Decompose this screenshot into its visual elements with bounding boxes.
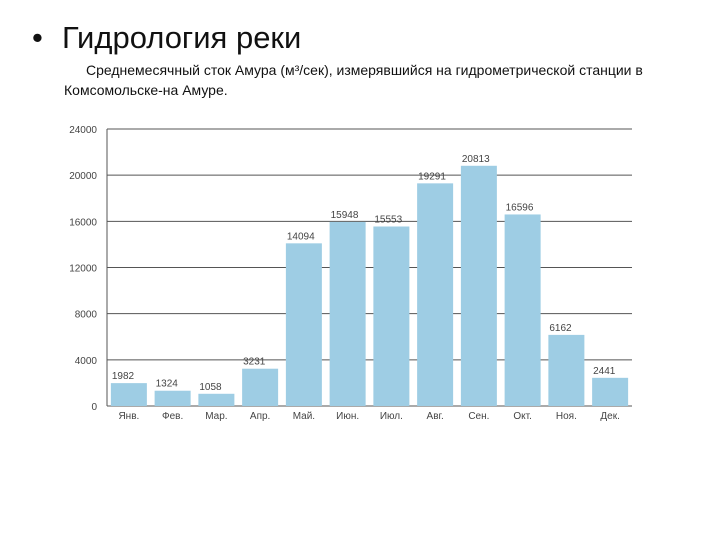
slide-title: • Гидрология реки — [32, 18, 301, 58]
y-tick-label: 20000 — [69, 171, 97, 182]
bar — [548, 334, 585, 406]
y-tick-label: 0 — [91, 402, 97, 413]
bar-value-label: 15948 — [331, 210, 359, 221]
bar — [198, 393, 235, 406]
bar — [242, 368, 279, 406]
bar — [110, 383, 147, 406]
y-tick-label: 4000 — [75, 356, 98, 367]
bar — [373, 226, 410, 406]
bar-value-label: 16596 — [506, 202, 534, 213]
bar — [154, 390, 191, 406]
bar-value-label: 6162 — [549, 323, 572, 334]
bar-value-label: 2441 — [593, 366, 616, 377]
bar-value-label: 15553 — [374, 214, 402, 225]
x-tick-label: Ноя. — [556, 411, 577, 422]
bar-value-label: 3231 — [243, 357, 266, 368]
x-tick-label: Дек. — [600, 411, 620, 422]
bar-value-label: 1058 — [199, 382, 222, 393]
y-tick-label: 24000 — [69, 125, 97, 136]
x-tick-label: Мар. — [205, 411, 227, 422]
x-tick-label: Июн. — [336, 411, 359, 422]
title-text: Гидрология реки — [62, 20, 302, 55]
chart-subtitle: Среднемесячный сток Амура (м³/сек), изме… — [64, 62, 643, 98]
bar — [285, 243, 322, 406]
x-tick-label: Окт. — [513, 411, 532, 422]
bar — [504, 214, 541, 406]
bar-value-label: 20813 — [462, 154, 490, 165]
bar-value-label: 19291 — [418, 171, 446, 182]
bar-value-label: 1324 — [156, 379, 179, 390]
title-bullet: • — [32, 20, 43, 55]
x-tick-label: Апр. — [250, 411, 270, 422]
bar — [460, 165, 497, 406]
bar — [417, 183, 454, 406]
y-tick-label: 8000 — [75, 310, 98, 321]
bar — [329, 221, 366, 406]
bar — [592, 377, 629, 406]
x-tick-label: Авг. — [427, 411, 444, 422]
x-tick-label: Май. — [293, 411, 315, 422]
y-tick-label: 12000 — [69, 264, 97, 275]
x-tick-label: Фев. — [162, 411, 183, 422]
x-tick-label: Июл. — [380, 411, 403, 422]
bar-value-label: 14094 — [287, 231, 315, 242]
bar-value-label: 1982 — [112, 371, 135, 382]
x-tick-label: Янв. — [118, 411, 139, 422]
x-tick-label: Сен. — [468, 411, 489, 422]
y-tick-label: 16000 — [69, 217, 97, 228]
